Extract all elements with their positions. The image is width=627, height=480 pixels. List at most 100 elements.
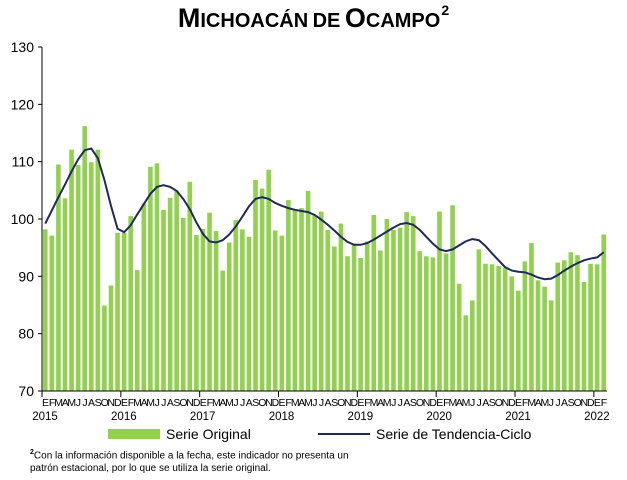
x-month-label: D: [114, 397, 122, 409]
x-month-label: S: [568, 397, 575, 409]
x-month-label: A: [219, 397, 226, 409]
bar: [62, 198, 68, 391]
x-month-label: M: [133, 397, 141, 409]
bar: [167, 197, 173, 391]
x-month-label: A: [403, 397, 410, 409]
x-month-label: F: [128, 397, 134, 409]
x-month-label: J: [470, 397, 475, 409]
bar: [128, 216, 133, 391]
bar: [102, 305, 107, 391]
bar: [450, 205, 455, 391]
bar: [82, 126, 87, 392]
bar: [358, 257, 363, 391]
bar: [581, 282, 587, 391]
bar: [529, 243, 534, 391]
y-tick-label: 90: [18, 268, 34, 284]
x-month-label: A: [561, 397, 568, 409]
y-tick-label: 70: [18, 383, 34, 399]
x-month-label: E: [515, 397, 522, 409]
bar: [213, 231, 219, 391]
x-month-label: J: [76, 397, 81, 409]
bar: [95, 149, 101, 391]
bar: [404, 212, 409, 391]
x-month-label: S: [410, 397, 417, 409]
x-month-label: A: [456, 397, 463, 409]
x-month-label: M: [527, 397, 535, 409]
bar: [194, 235, 199, 391]
bar: [502, 267, 508, 391]
legend-label: Serie de Tendencia-Ciclo: [376, 426, 532, 442]
x-month-label: F: [49, 397, 55, 409]
x-month-label: O: [495, 397, 503, 409]
x-month-label: N: [186, 397, 193, 409]
bar: [489, 264, 495, 391]
bar: [470, 300, 475, 391]
footnote: 2Con la información disponible a la fech…: [30, 446, 370, 475]
bar: [397, 227, 403, 391]
bar: [483, 263, 488, 391]
bar: [384, 219, 390, 391]
bar: [312, 215, 317, 391]
x-month-label: F: [522, 397, 528, 409]
x-month-label: N: [265, 397, 272, 409]
bar: [88, 162, 94, 391]
bar: [161, 209, 166, 391]
x-month-label: D: [351, 397, 359, 409]
bar: [292, 209, 298, 391]
bar: [522, 261, 528, 391]
bar: [246, 236, 252, 391]
bar: [332, 246, 337, 391]
x-month-label: O: [416, 397, 424, 409]
bar: [174, 190, 179, 391]
bar: [56, 164, 61, 391]
x-month-label: M: [462, 397, 470, 409]
bar: [286, 200, 291, 391]
x-month-label: N: [580, 397, 587, 409]
x-month-label: E: [436, 397, 443, 409]
x-month-label: J: [155, 397, 160, 409]
bar: [305, 190, 311, 391]
bar: [233, 220, 239, 391]
x-month-label: A: [325, 397, 332, 409]
bar: [562, 260, 567, 391]
bar: [141, 203, 147, 391]
bar: [443, 253, 449, 391]
x-month-label: M: [304, 397, 312, 409]
bar: [207, 212, 212, 391]
x-month-label: M: [448, 397, 456, 409]
bar: [318, 211, 324, 391]
x-month-label: F: [285, 397, 291, 409]
y-tick-label: 110: [12, 154, 35, 170]
x-month-label: M: [146, 397, 154, 409]
x-month-label: A: [62, 397, 69, 409]
x-month-label: D: [429, 397, 437, 409]
x-month-label: J: [161, 397, 166, 409]
x-month-label: F: [443, 397, 449, 409]
bar: [476, 249, 482, 391]
y-tick-label: 80: [18, 326, 34, 342]
x-month-label: J: [477, 397, 482, 409]
x-month-label: F: [601, 397, 607, 409]
bar: [542, 286, 547, 391]
x-month-label: J: [391, 397, 396, 409]
legend-label: Serie Original: [166, 426, 251, 442]
y-tick-label: 100: [11, 211, 35, 227]
x-month-label: N: [423, 397, 430, 409]
bar: [371, 214, 377, 391]
x-month-label: O: [574, 397, 582, 409]
bar: [272, 230, 278, 391]
x-month-label: M: [540, 397, 548, 409]
bar: [345, 256, 350, 391]
x-month-label: D: [193, 397, 201, 409]
x-month-label: E: [279, 397, 286, 409]
x-month-label: N: [502, 397, 509, 409]
bar: [430, 257, 436, 391]
x-month-label: J: [319, 397, 324, 409]
bar: [516, 290, 521, 391]
x-month-label: A: [377, 397, 384, 409]
x-month-label: M: [212, 397, 220, 409]
x-year-label: 2017: [190, 411, 216, 423]
x-year-label: 2021: [505, 411, 531, 423]
title-text: MICHOACÁN DE OCAMPO: [177, 3, 441, 33]
x-year-label: 2015: [32, 411, 58, 423]
